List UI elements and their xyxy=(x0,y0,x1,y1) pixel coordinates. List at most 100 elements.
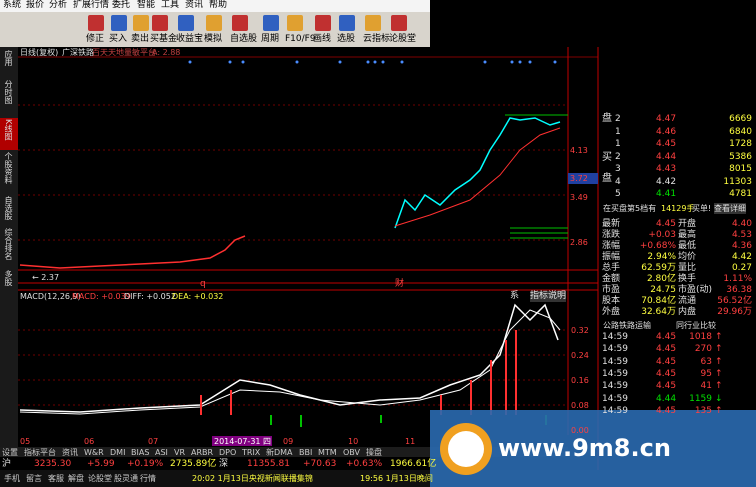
book-level: 2 xyxy=(615,151,621,162)
indicator-tab[interactable]: 设置 xyxy=(2,448,18,457)
toolbar-button[interactable]: 修正 xyxy=(86,34,105,44)
indicator-tab[interactable]: 指标平台 xyxy=(24,448,56,457)
date-label: 11 xyxy=(405,437,416,446)
book-price: 4.43 xyxy=(656,164,677,174)
menu-item[interactable]: 智能 xyxy=(137,0,156,10)
quote-value: 4.40 xyxy=(731,219,752,229)
menu-item[interactable]: 扩展行情 xyxy=(73,0,110,10)
toolbar-button[interactable]: F10/F9 xyxy=(285,34,316,44)
toolbar-icon[interactable] xyxy=(339,15,355,31)
menu-item[interactable]: 报价 xyxy=(26,0,45,10)
menu-item[interactable]: 帮助 xyxy=(209,0,228,10)
tick-price: 4.45 xyxy=(656,368,677,379)
indicator-tab[interactable]: BBI xyxy=(299,448,313,457)
indicator-tab[interactable]: VR xyxy=(174,448,186,457)
quote-label: 金额 xyxy=(602,274,621,284)
menu-item[interactable]: 资讯 xyxy=(185,0,204,10)
toolbar-button[interactable]: 收益宝 xyxy=(176,34,204,44)
book-level: 5 xyxy=(615,189,621,199)
indicator-tab[interactable]: ARBR xyxy=(191,448,214,457)
toolbar-button[interactable]: 选股 xyxy=(337,34,356,44)
toolbar-icon[interactable] xyxy=(206,15,222,31)
indicator-button[interactable]: 指标说明 xyxy=(530,291,567,302)
macd-axis-label: 0.32 xyxy=(571,326,589,335)
toolbar-icon[interactable] xyxy=(287,15,303,31)
indicator-tab[interactable]: 资讯 xyxy=(62,448,78,457)
price-axis-label: 2.86 xyxy=(570,238,588,247)
indicator-tab[interactable]: 新DMA xyxy=(266,448,293,457)
toolbar-icon[interactable] xyxy=(391,15,407,31)
status-item: 19:56 1月13日晚间 xyxy=(360,474,433,483)
book-side: 盘 xyxy=(602,173,612,184)
toolbar-button[interactable]: 论股堂 xyxy=(389,34,417,44)
status-item: 留言 xyxy=(26,474,42,483)
macd-axis-label: 0.16 xyxy=(571,376,589,385)
quote-label: 涨跌 xyxy=(602,230,621,240)
quote-label: 换手 xyxy=(678,274,697,284)
indicator-name: 百天天地量敏平台 xyxy=(92,48,156,57)
toolbar-icon[interactable] xyxy=(111,15,127,31)
index-quote: +5.99 xyxy=(87,459,115,469)
macd-axis-label: 0.24 xyxy=(571,351,589,360)
stock-name: 广深铁路 xyxy=(62,48,94,57)
quote-label: 振幅 xyxy=(602,252,621,262)
quote-value: 56.52亿 xyxy=(717,296,752,306)
toolbar-icon[interactable] xyxy=(88,15,104,31)
toolbar-button[interactable]: 买基金 xyxy=(150,34,178,44)
toolbar-button[interactable]: 周期 xyxy=(261,34,280,44)
index-quote: 3235.30 xyxy=(34,459,72,469)
side-tab[interactable]: 自选股 xyxy=(4,196,13,220)
toolbar-icon[interactable] xyxy=(152,15,168,31)
menu-item[interactable]: 工具 xyxy=(161,0,180,10)
side-tab[interactable]: 个股资料 xyxy=(4,152,13,184)
indicator-tab[interactable]: TRIX xyxy=(242,448,261,457)
book-level: 2 xyxy=(615,114,621,124)
toolbar-icon[interactable] xyxy=(232,15,248,31)
indicator-tab[interactable]: W&R xyxy=(84,448,104,457)
menu-item[interactable]: 委托 xyxy=(112,0,131,10)
compare-button[interactable]: 同行业比较 xyxy=(676,321,716,330)
watermark: www.9m8.cn xyxy=(498,434,671,462)
indicator-tab[interactable]: BIAS xyxy=(131,448,150,457)
toolbar-icon[interactable] xyxy=(178,15,194,31)
side-tab[interactable]: 分时图 xyxy=(4,80,13,104)
toolbar-button[interactable]: 自选股 xyxy=(230,34,258,44)
indicator-tab[interactable]: DPO xyxy=(219,448,237,457)
indicator-value: A: 2.88 xyxy=(152,48,181,57)
indicator-tab[interactable]: MTM xyxy=(318,448,337,457)
menu-item[interactable]: 分析 xyxy=(49,0,68,10)
side-tab[interactable]: 综合排名 xyxy=(4,228,13,260)
toolbar-icon[interactable] xyxy=(315,15,331,31)
indicator-tab[interactable]: DMI xyxy=(110,448,126,457)
side-tab[interactable]: K线图 xyxy=(4,119,13,141)
diff-value: DIFF: +0.052 xyxy=(124,292,176,301)
toolbar-button[interactable]: 买入 xyxy=(109,34,128,44)
indicator-tab[interactable]: OBV xyxy=(343,448,361,457)
toolbar-button[interactable]: 画线 xyxy=(313,34,332,44)
indicator-tab[interactable]: 操盘 xyxy=(366,448,382,457)
indicator-tab[interactable]: ASI xyxy=(155,448,168,457)
toolbar-icon[interactable] xyxy=(133,15,149,31)
tick-direction: ↓ xyxy=(715,393,723,404)
toolbar-icon[interactable] xyxy=(263,15,279,31)
side-tab[interactable]: 应用 xyxy=(4,50,13,66)
quote-value: 24.75 xyxy=(650,285,676,295)
toolbar-button[interactable]: 模拟 xyxy=(204,34,223,44)
quote-value: 32.64万 xyxy=(641,307,676,317)
book-volume: 4781 xyxy=(729,189,752,199)
tick-volume: 41 xyxy=(700,381,712,392)
tick-volume: 63 xyxy=(700,356,712,367)
tick-time: 14:59 xyxy=(602,332,628,342)
toolbar-icon[interactable] xyxy=(365,15,381,31)
tick-volume: 95 xyxy=(700,368,712,379)
index-quote: 11355.81 xyxy=(247,459,290,469)
side-tab[interactable]: 多股 xyxy=(4,270,13,286)
indicator-button[interactable]: 系 xyxy=(510,291,520,301)
tick-volume: 1018 xyxy=(689,332,712,342)
quote-label: 外盘 xyxy=(602,307,621,317)
toolbar-button[interactable]: 卖出 xyxy=(131,34,150,44)
toolbar-button[interactable]: 云指标 xyxy=(363,34,391,44)
low-label: ← 2.37 xyxy=(32,273,60,282)
menu-item[interactable]: 系统 xyxy=(3,0,22,10)
detail-button[interactable]: 查看详细 xyxy=(714,203,746,214)
